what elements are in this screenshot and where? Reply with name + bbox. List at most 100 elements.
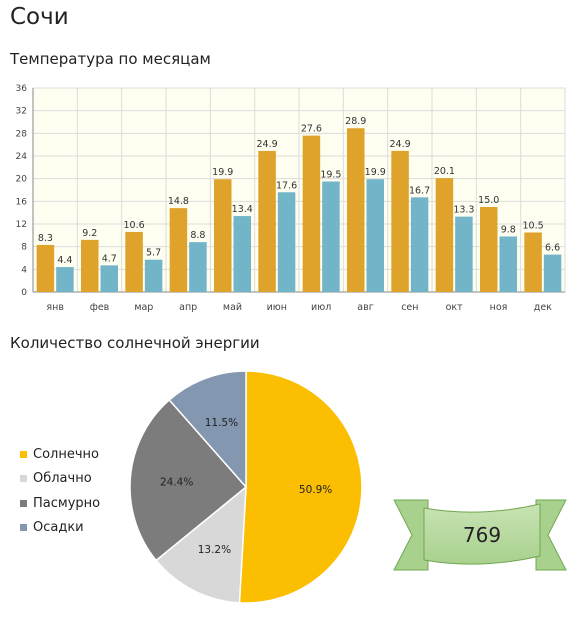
bar [144, 259, 163, 292]
data-label: 10.6 [124, 220, 145, 231]
x-tick-label: фев [90, 302, 110, 313]
data-label: 8.8 [190, 230, 205, 241]
x-tick-label: май [223, 302, 242, 313]
legend-item: Солнечно [20, 442, 100, 467]
temperature-chart-title: Температура по месяцам [10, 50, 211, 68]
bar [543, 254, 562, 292]
pie-slice [238, 370, 363, 604]
y-tick-label: 36 [16, 84, 28, 94]
data-label: 9.2 [82, 228, 97, 239]
data-label: 24.9 [257, 139, 278, 150]
legend-swatch [20, 475, 27, 483]
y-tick-label: 28 [16, 129, 28, 139]
x-tick-label: ноя [490, 302, 508, 313]
x-tick-label: дек [534, 302, 552, 313]
legend-item: Облачно [20, 467, 100, 492]
bar [455, 216, 473, 292]
bar [100, 265, 118, 292]
y-tick-label: 24 [16, 152, 28, 162]
y-tick-label: 12 [16, 220, 27, 230]
data-label: 5.7 [146, 248, 161, 259]
legend-label: Осадки [33, 520, 84, 536]
legend-item: Пасмурно [20, 491, 100, 516]
data-label: 17.6 [276, 180, 297, 191]
data-label: 4.7 [102, 253, 117, 264]
legend-swatch [20, 450, 27, 458]
bar [347, 128, 365, 292]
pie-slice [168, 370, 247, 489]
bar [81, 239, 99, 292]
pie-value-label: 11.5% [205, 417, 238, 429]
bar [480, 207, 498, 292]
legend-swatch [20, 499, 27, 507]
bar [125, 231, 143, 292]
bar [36, 244, 55, 292]
pie-value-label: 50.9% [299, 484, 332, 496]
bar [233, 216, 251, 292]
pie-value-label: 13.2% [198, 544, 231, 556]
legend-label: Солнечно [33, 446, 99, 462]
data-label: 15.0 [478, 195, 499, 206]
legend-label: Облачно [33, 471, 92, 487]
data-label: 14.8 [168, 196, 189, 207]
x-tick-label: авг [357, 302, 373, 313]
data-label: 19.9 [365, 167, 386, 178]
pie-slice [155, 485, 247, 604]
bar [499, 236, 517, 292]
data-label: 28.9 [345, 116, 366, 127]
bar [214, 179, 232, 292]
y-tick-label: 20 [16, 175, 28, 185]
x-tick-label: окт [446, 302, 464, 313]
legend-item: Осадки [20, 516, 100, 541]
ribbon-left-tail [393, 499, 429, 571]
sun-chart-title: Количество солнечной энергии [10, 334, 260, 352]
bar [189, 242, 207, 292]
city-title: Сочи [10, 4, 69, 30]
badge-value: 769 [463, 523, 501, 547]
bar [322, 181, 340, 292]
bar [410, 197, 429, 292]
x-tick-label: янв [46, 302, 64, 313]
data-label: 24.9 [390, 139, 411, 150]
pie-legend: Солнечно Облачно Пасмурно Осадки [20, 442, 100, 540]
bar [302, 135, 321, 292]
ribbon-right-tail [535, 499, 567, 571]
data-label: 4.4 [57, 255, 72, 266]
bar [435, 178, 454, 292]
x-tick-label: сен [401, 302, 418, 313]
y-tick-label: 8 [21, 243, 27, 253]
temperature-bar-chart: 0 4 8 12 16 20 24 28 32 36 8.3 4.4 янв 9.2 4.7 фев 10.6 5… [16, 84, 566, 313]
bar [277, 192, 296, 292]
legend-swatch [20, 524, 27, 532]
sun-pie-chart: 50.9% 13.2% 24.4% 11.5% [129, 370, 363, 604]
data-label: 16.7 [409, 185, 430, 196]
x-tick-label: мар [134, 302, 153, 313]
data-label: 9.8 [501, 224, 516, 235]
pie-slice [129, 398, 248, 562]
x-tick-label: июн [267, 302, 287, 313]
bar [56, 267, 74, 292]
bar [524, 232, 542, 292]
data-label: 19.5 [320, 170, 341, 181]
x-tick-label: июл [311, 302, 331, 313]
y-tick-label: 4 [21, 265, 27, 275]
bar [366, 179, 384, 292]
ribbon-center [423, 503, 541, 565]
data-label: 8.3 [38, 233, 53, 244]
legend-label: Пасмурно [33, 495, 101, 511]
value-badge: 769 [393, 499, 567, 571]
bar [258, 150, 276, 292]
bar [391, 150, 409, 292]
bar [169, 208, 188, 292]
data-label: 6.6 [545, 243, 560, 254]
data-label: 13.4 [232, 204, 253, 215]
data-label: 20.1 [434, 166, 455, 177]
data-label: 13.3 [453, 205, 474, 216]
data-label: 19.9 [212, 167, 233, 178]
pie-value-label: 24.4% [160, 476, 193, 488]
y-tick-label: 16 [16, 197, 28, 207]
y-tick-label: 32 [16, 107, 27, 117]
data-label: 27.6 [301, 124, 322, 135]
data-label: 10.5 [523, 221, 544, 232]
y-tick-label: 0 [21, 288, 27, 298]
